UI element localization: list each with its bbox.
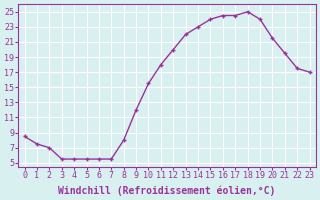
X-axis label: Windchill (Refroidissement éolien,°C): Windchill (Refroidissement éolien,°C) <box>58 185 276 196</box>
